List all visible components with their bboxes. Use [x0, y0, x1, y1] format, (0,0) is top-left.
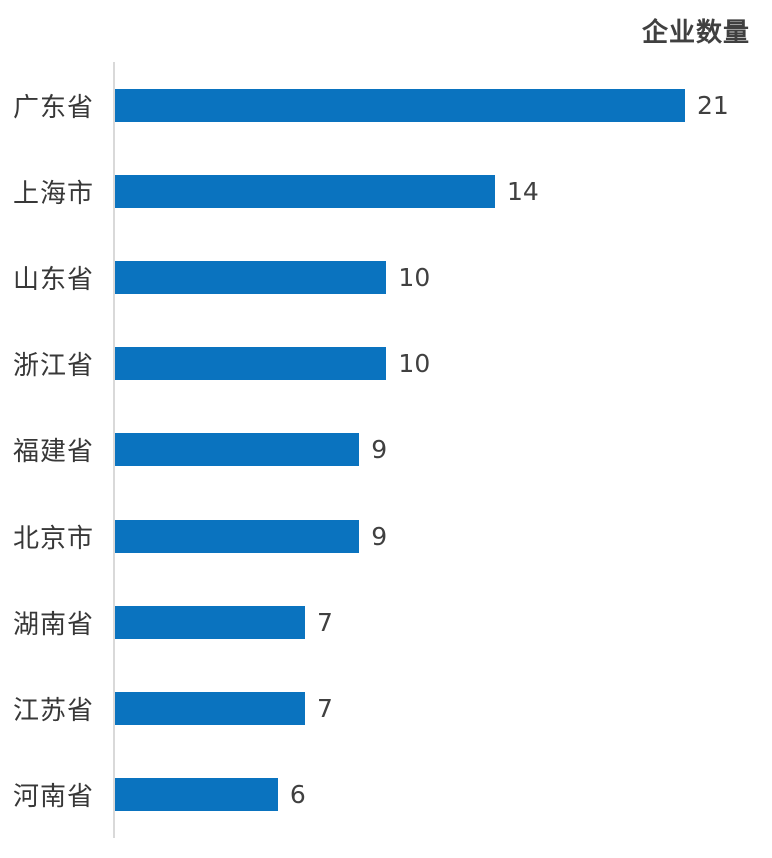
value-label: 7: [317, 607, 333, 637]
value-label: 14: [507, 176, 539, 206]
bar: [115, 347, 387, 381]
category-label: 湖南省: [13, 609, 95, 640]
bar-track: 10: [113, 320, 772, 407]
category-label: 山东省: [13, 265, 95, 296]
bar-track: 9: [113, 406, 772, 494]
bar: [115, 605, 305, 639]
value-label: 9: [371, 521, 388, 551]
bar-track: 7: [113, 579, 772, 666]
category-label: 广东省: [13, 92, 95, 123]
bar: [115, 519, 360, 553]
value-label: 6: [289, 780, 306, 810]
category-label: 北京市: [13, 523, 95, 554]
category-label: 福建省: [13, 437, 95, 468]
plot-area: 广东省 21 上海市 14 山东省 10 浙江省 10 福建省 9: [0, 62, 772, 838]
bar-row: 福建省 9: [0, 406, 772, 494]
category-label: 浙江省: [13, 351, 95, 382]
bar-track: 9: [113, 493, 772, 580]
bar: [115, 261, 387, 295]
category-label: 上海市: [13, 178, 95, 209]
bar-row: 浙江省 10: [0, 320, 772, 407]
bar-row: 上海市 14: [0, 148, 772, 235]
bar-row: 河南省 6: [0, 751, 772, 838]
bar-row: 北京市 9: [0, 493, 772, 580]
value-label: 21: [697, 90, 729, 120]
bar: [115, 174, 495, 208]
value-label: 10: [398, 263, 431, 293]
category-label: 河南省: [13, 782, 95, 813]
bar-track: 10: [113, 234, 772, 321]
bar: [115, 692, 305, 726]
bar-track: 6: [113, 751, 772, 838]
bar-row: 山东省 10: [0, 234, 772, 321]
bar-track: 21: [113, 62, 772, 149]
bar-row: 广东省 21: [0, 62, 772, 149]
value-label: 7: [317, 694, 333, 724]
value-label: 9: [371, 435, 388, 465]
bar: [115, 433, 360, 467]
chart-title: 企业数量: [641, 18, 750, 48]
category-label: 江苏省: [13, 696, 95, 727]
bar: [115, 88, 685, 122]
bar-track: 14: [113, 148, 772, 235]
bar: [115, 778, 278, 812]
value-label: 10: [398, 349, 431, 379]
bar-row: 江苏省 7: [0, 665, 772, 752]
bar-row: 湖南省 7: [0, 579, 772, 666]
bar-track: 7: [113, 665, 772, 752]
